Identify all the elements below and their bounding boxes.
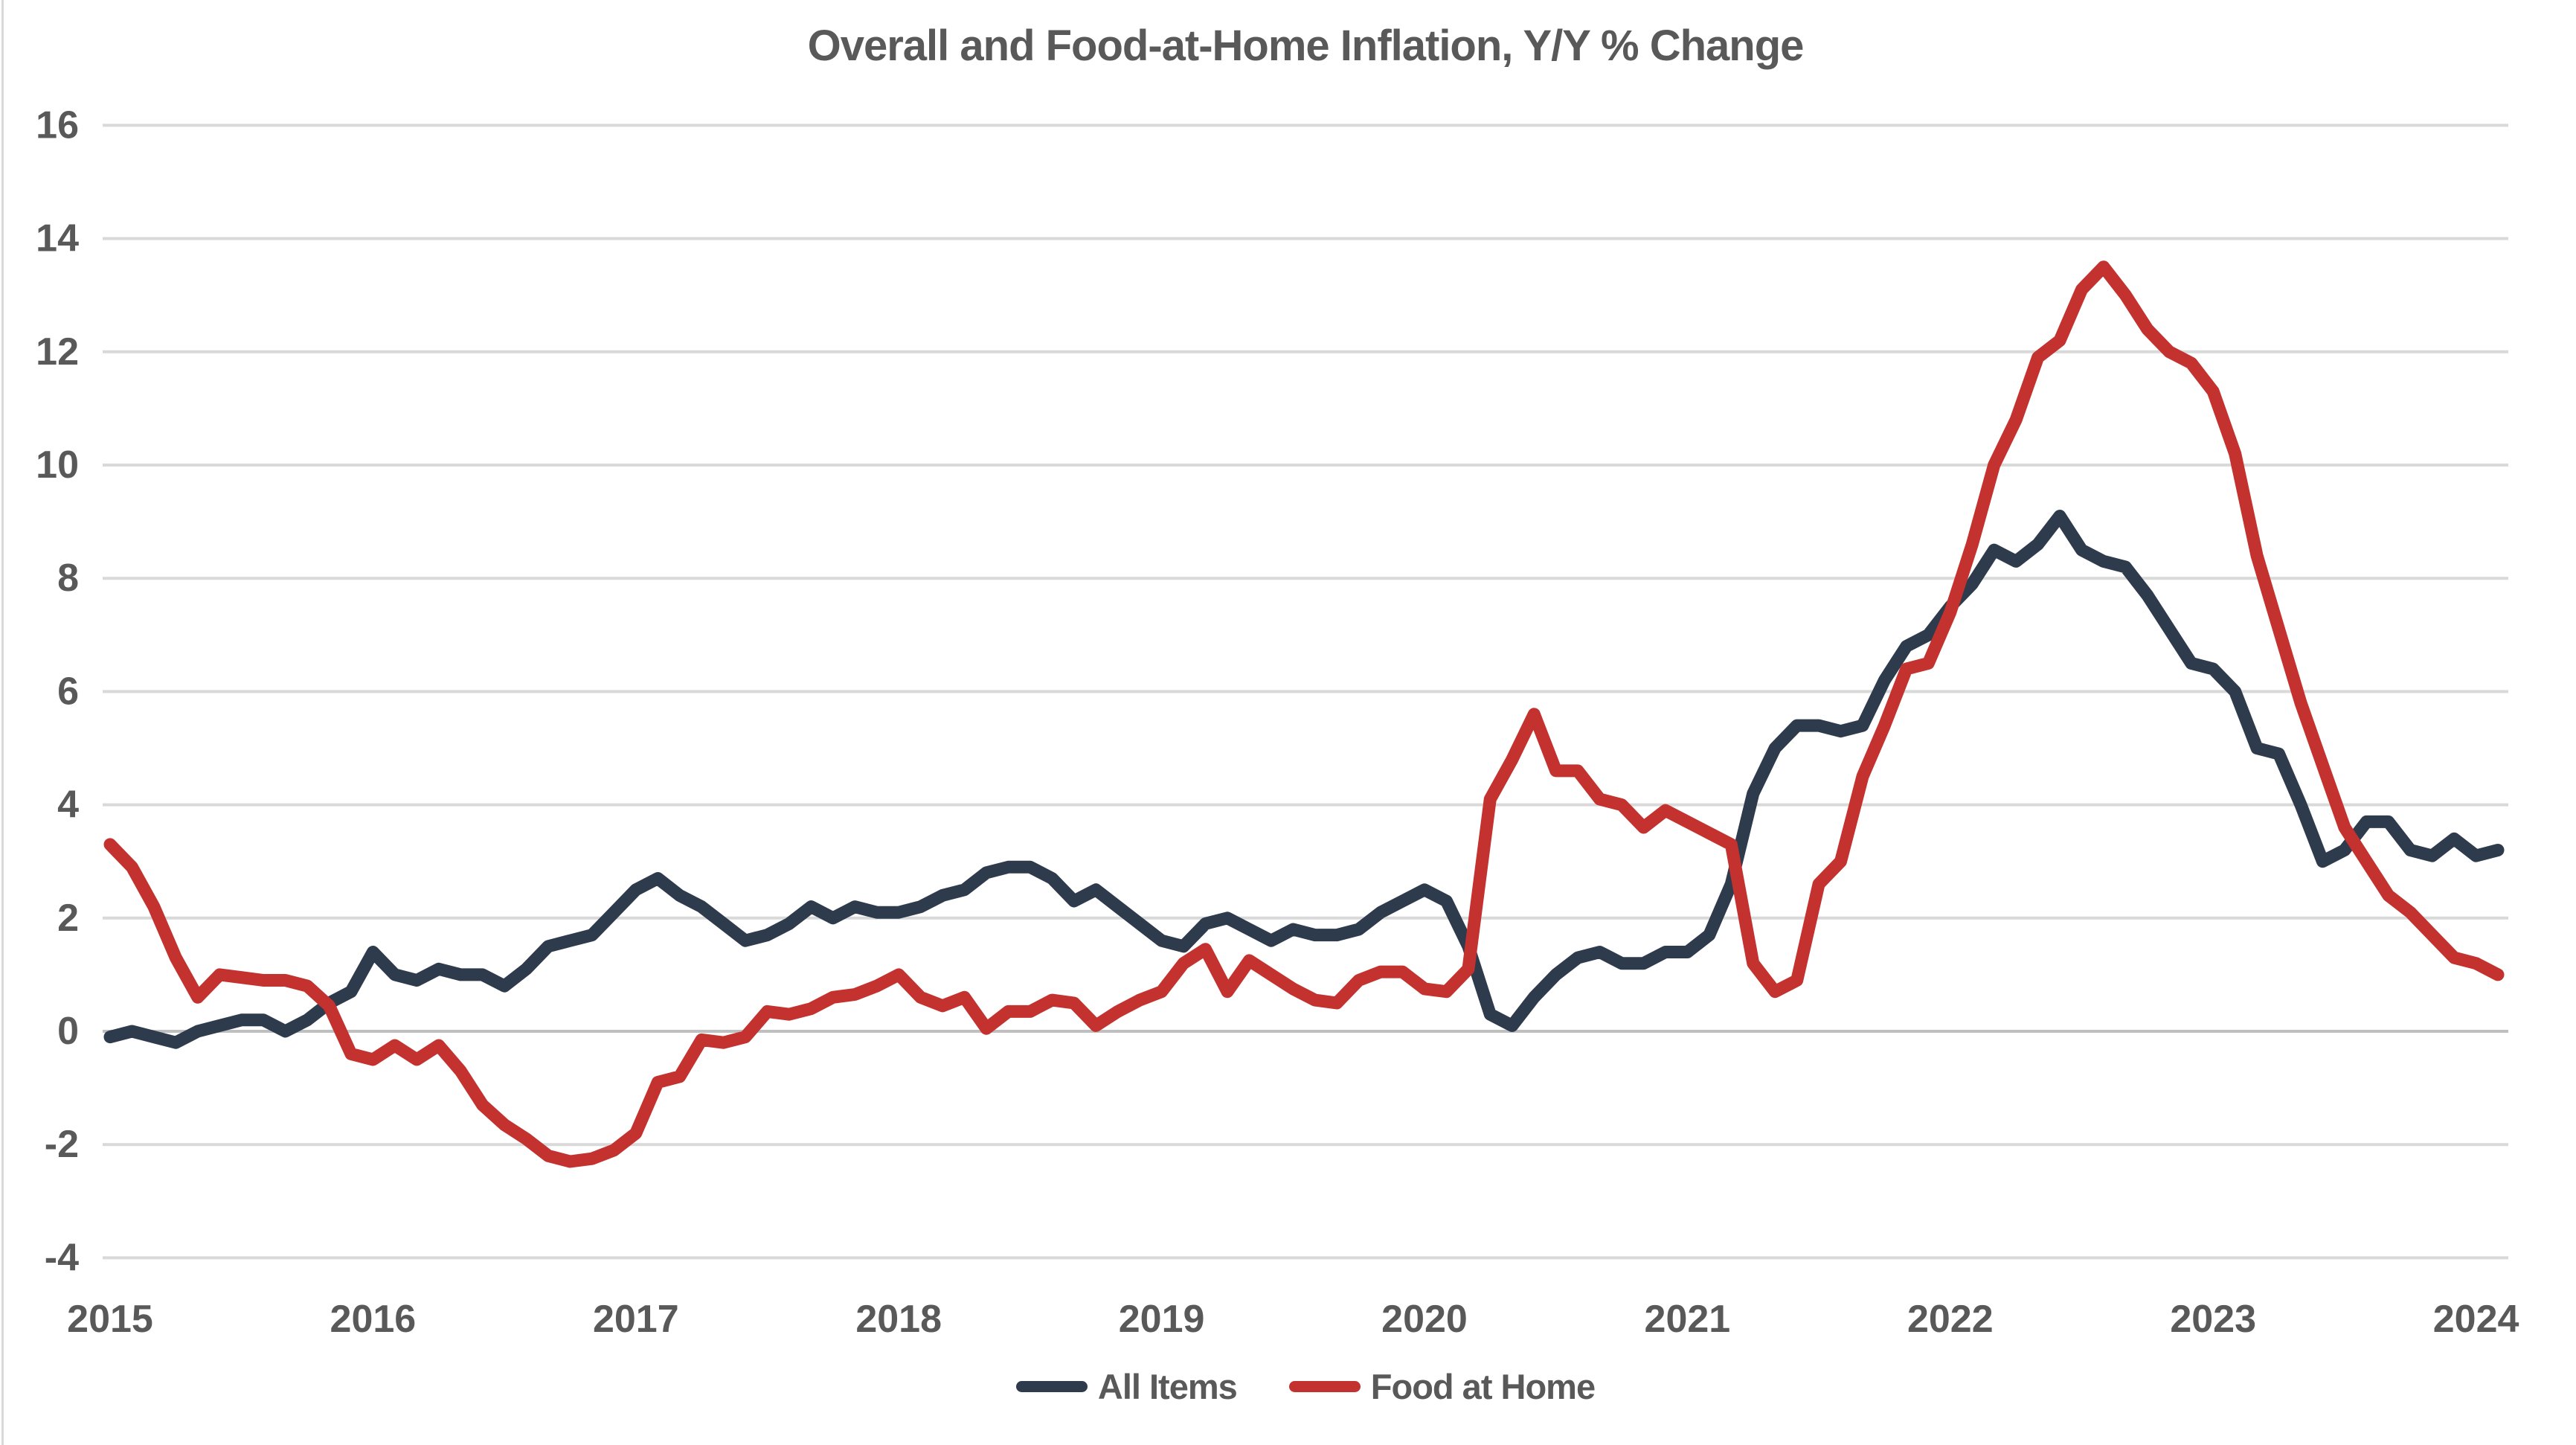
y-tick-label: 10 bbox=[36, 443, 79, 487]
chart-legend: All Items Food at Home bbox=[0, 1366, 2576, 1407]
series-line-food-at-home bbox=[103, 260, 2505, 1168]
y-tick-label: 12 bbox=[36, 330, 79, 374]
page-title: Overall and Food-at-Home Inflation, Y/Y … bbox=[807, 22, 1805, 70]
x-tick-label: 2020 bbox=[1381, 1298, 1468, 1341]
legend-label-food-at-home: Food at Home bbox=[1370, 1367, 1596, 1406]
chart-left-edge-line bbox=[1, 0, 4, 1445]
y-tick-label: 6 bbox=[57, 670, 79, 713]
x-tick-label: 2023 bbox=[2170, 1298, 2256, 1341]
x-axis-labels-group: 2015 2016 2017 2018 2019 2020 2021 2022 2023 2024 bbox=[67, 1298, 2519, 1341]
series-line-all-items bbox=[103, 510, 2505, 1049]
y-tick-label: 14 bbox=[36, 217, 79, 260]
x-tick-label: 2021 bbox=[1645, 1298, 1731, 1341]
x-tick-label: 2019 bbox=[1119, 1298, 1205, 1341]
food-at-home-line-swatch-icon bbox=[1288, 1381, 1361, 1392]
all-items-line-swatch-icon bbox=[1015, 1381, 1088, 1392]
y-tick-label: -4 bbox=[45, 1236, 79, 1279]
y-tick-label: 16 bbox=[36, 103, 79, 147]
y-tick-label: -2 bbox=[45, 1123, 79, 1166]
series-lines-group bbox=[103, 260, 2505, 1168]
y-tick-label: 4 bbox=[57, 784, 79, 827]
x-tick-label: 2017 bbox=[593, 1298, 679, 1341]
y-axis-labels-group: -4 -2 0 2 4 6 8 10 12 14 16 bbox=[36, 103, 79, 1279]
x-tick-label: 2016 bbox=[330, 1298, 417, 1341]
gridlines-group bbox=[103, 124, 2508, 1260]
legend-item-food-at-home[interactable]: Food at Home bbox=[1288, 1366, 1596, 1407]
y-tick-label: 2 bbox=[57, 897, 79, 940]
x-tick-label: 2022 bbox=[1907, 1298, 1994, 1341]
y-tick-label: 8 bbox=[57, 557, 79, 600]
x-tick-label: 2024 bbox=[2433, 1298, 2519, 1341]
y-tick-label: 0 bbox=[57, 1010, 79, 1053]
x-tick-label: 2018 bbox=[855, 1298, 942, 1341]
x-tick-label: 2015 bbox=[67, 1298, 153, 1341]
legend-item-all-items[interactable]: All Items bbox=[1015, 1366, 1238, 1407]
legend-label-all-items: All Items bbox=[1097, 1367, 1238, 1406]
